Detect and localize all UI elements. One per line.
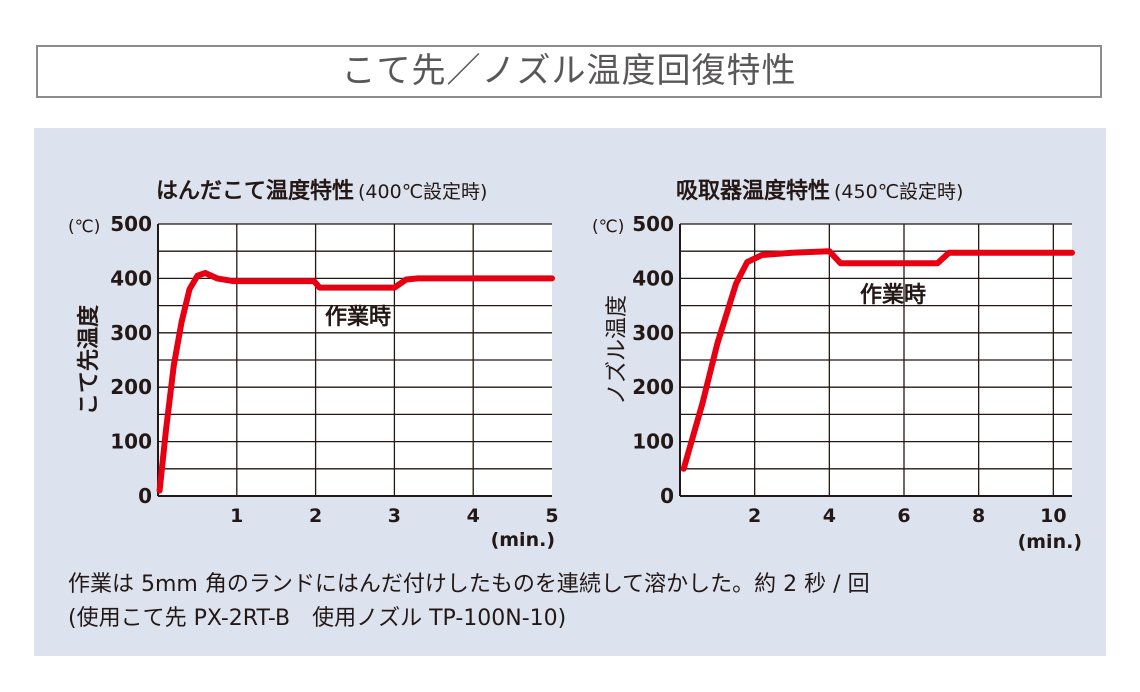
soldering-x-tick-label: 5 [545, 505, 558, 527]
desolder-chart-subtitle: (450℃設定時) [834, 181, 963, 203]
desolder-x-tick-label: 6 [897, 505, 910, 527]
soldering-y-tick-label: 500 [110, 212, 152, 236]
desolder-y-tick-label: 500 [632, 212, 674, 236]
soldering-y-axis-label: こて先温度 [76, 304, 102, 415]
desolder-x-tick-label: 2 [748, 505, 761, 527]
soldering-x-tick-label: 3 [388, 505, 401, 527]
soldering-chart-subtitle: (400℃設定時) [358, 181, 487, 203]
desolder-x-unit: (min.) [1018, 531, 1082, 553]
soldering-x-tick-label: 1 [230, 505, 243, 527]
desolder-work-annotation: 作業時 [860, 283, 926, 308]
soldering-work-annotation: 作業時 [325, 305, 391, 330]
desolder-temperature-line [680, 248, 1075, 472]
soldering-y-unit: (℃) [68, 217, 100, 237]
soldering-x-unit: (min.) [491, 529, 555, 551]
desolder-y-unit: (℃) [592, 217, 624, 237]
soldering-temperature-line [156, 270, 555, 494]
desolder-y-tick-label: 0 [660, 484, 674, 508]
page-title: こて先／ノズル温度回復特性 [341, 51, 797, 91]
desolder-y-tick-label: 400 [632, 266, 674, 290]
work-note: 作業は 5mm 角のランドにはんだ付けしたものを連続して溶かした。約 2 秒 /… [68, 572, 870, 597]
soldering-y-tick-label: 100 [110, 430, 152, 454]
usage-note: (使用こて先 PX-2RT-B 使用ノズル TP-100N-10) [68, 606, 567, 631]
soldering-y-tick-label: 0 [138, 484, 152, 508]
soldering-chart-title: はんだこて温度特性 [156, 178, 354, 204]
desolder-y-axis-label: ノズル温度 [605, 295, 630, 405]
desolder-y-tick-label: 200 [632, 375, 674, 399]
desolder-x-tick-label: 4 [823, 505, 836, 527]
desolder-y-tick-label: 300 [632, 321, 674, 345]
desolder-chart-title: 吸取器温度特性 [676, 178, 830, 204]
desolder-x-tick-label: 8 [972, 505, 985, 527]
soldering-y-tick-label: 300 [110, 321, 152, 345]
desolder-x-tick-label: 10 [1040, 505, 1066, 527]
soldering-y-tick-label: 200 [110, 375, 152, 399]
soldering-x-tick-label: 4 [467, 505, 480, 527]
soldering-y-tick-label: 400 [110, 266, 152, 290]
page-title-box: こて先／ノズル温度回復特性 [36, 45, 1102, 98]
desolder-y-tick-label: 100 [632, 430, 674, 454]
soldering-x-tick-label: 2 [309, 505, 322, 527]
